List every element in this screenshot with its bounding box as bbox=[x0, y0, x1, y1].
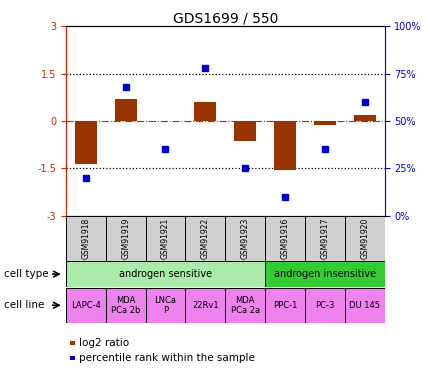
Text: androgen sensitive: androgen sensitive bbox=[119, 269, 212, 279]
Bar bbox=[106, 288, 145, 322]
Bar bbox=[345, 288, 385, 322]
Bar bbox=[234, 121, 256, 141]
Text: LAPC-4: LAPC-4 bbox=[71, 301, 101, 310]
Text: cell type: cell type bbox=[4, 269, 49, 279]
Text: GSM91917: GSM91917 bbox=[320, 217, 329, 259]
Bar bbox=[345, 216, 385, 261]
Bar bbox=[265, 261, 385, 287]
Text: GSM91922: GSM91922 bbox=[201, 217, 210, 259]
Text: GSM91918: GSM91918 bbox=[81, 217, 90, 259]
Bar bbox=[354, 115, 376, 121]
Title: GDS1699 / 550: GDS1699 / 550 bbox=[173, 11, 278, 25]
Bar bbox=[314, 121, 336, 125]
Text: androgen insensitive: androgen insensitive bbox=[274, 269, 376, 279]
Bar bbox=[75, 121, 97, 164]
Text: MDA
PCa 2a: MDA PCa 2a bbox=[231, 296, 260, 315]
Bar bbox=[66, 288, 106, 322]
Bar bbox=[145, 288, 185, 322]
Bar bbox=[106, 216, 145, 261]
Text: log2 ratio: log2 ratio bbox=[79, 338, 130, 348]
Text: GSM91919: GSM91919 bbox=[121, 217, 130, 259]
Text: GSM91916: GSM91916 bbox=[280, 217, 289, 259]
Bar bbox=[265, 288, 305, 322]
Bar bbox=[66, 216, 106, 261]
Text: GSM91920: GSM91920 bbox=[360, 217, 369, 259]
Bar bbox=[225, 216, 265, 261]
Text: 22Rv1: 22Rv1 bbox=[192, 301, 218, 310]
Bar bbox=[145, 216, 185, 261]
Text: GSM91921: GSM91921 bbox=[161, 217, 170, 259]
Bar bbox=[265, 216, 305, 261]
Bar bbox=[66, 261, 265, 287]
Text: LNCa
P: LNCa P bbox=[154, 296, 176, 315]
Text: DU 145: DU 145 bbox=[349, 301, 380, 310]
Text: MDA
PCa 2b: MDA PCa 2b bbox=[111, 296, 140, 315]
Bar bbox=[305, 288, 345, 322]
Text: percentile rank within the sample: percentile rank within the sample bbox=[79, 353, 255, 363]
Bar bbox=[194, 102, 216, 121]
Bar bbox=[305, 216, 345, 261]
Bar bbox=[225, 288, 265, 322]
Text: GSM91923: GSM91923 bbox=[241, 217, 249, 259]
Bar bbox=[115, 99, 136, 121]
Bar bbox=[185, 216, 225, 261]
Text: PC-3: PC-3 bbox=[315, 301, 334, 310]
Text: cell line: cell line bbox=[4, 300, 45, 310]
Bar bbox=[274, 121, 296, 170]
Bar bbox=[185, 288, 225, 322]
Text: PPC-1: PPC-1 bbox=[273, 301, 297, 310]
